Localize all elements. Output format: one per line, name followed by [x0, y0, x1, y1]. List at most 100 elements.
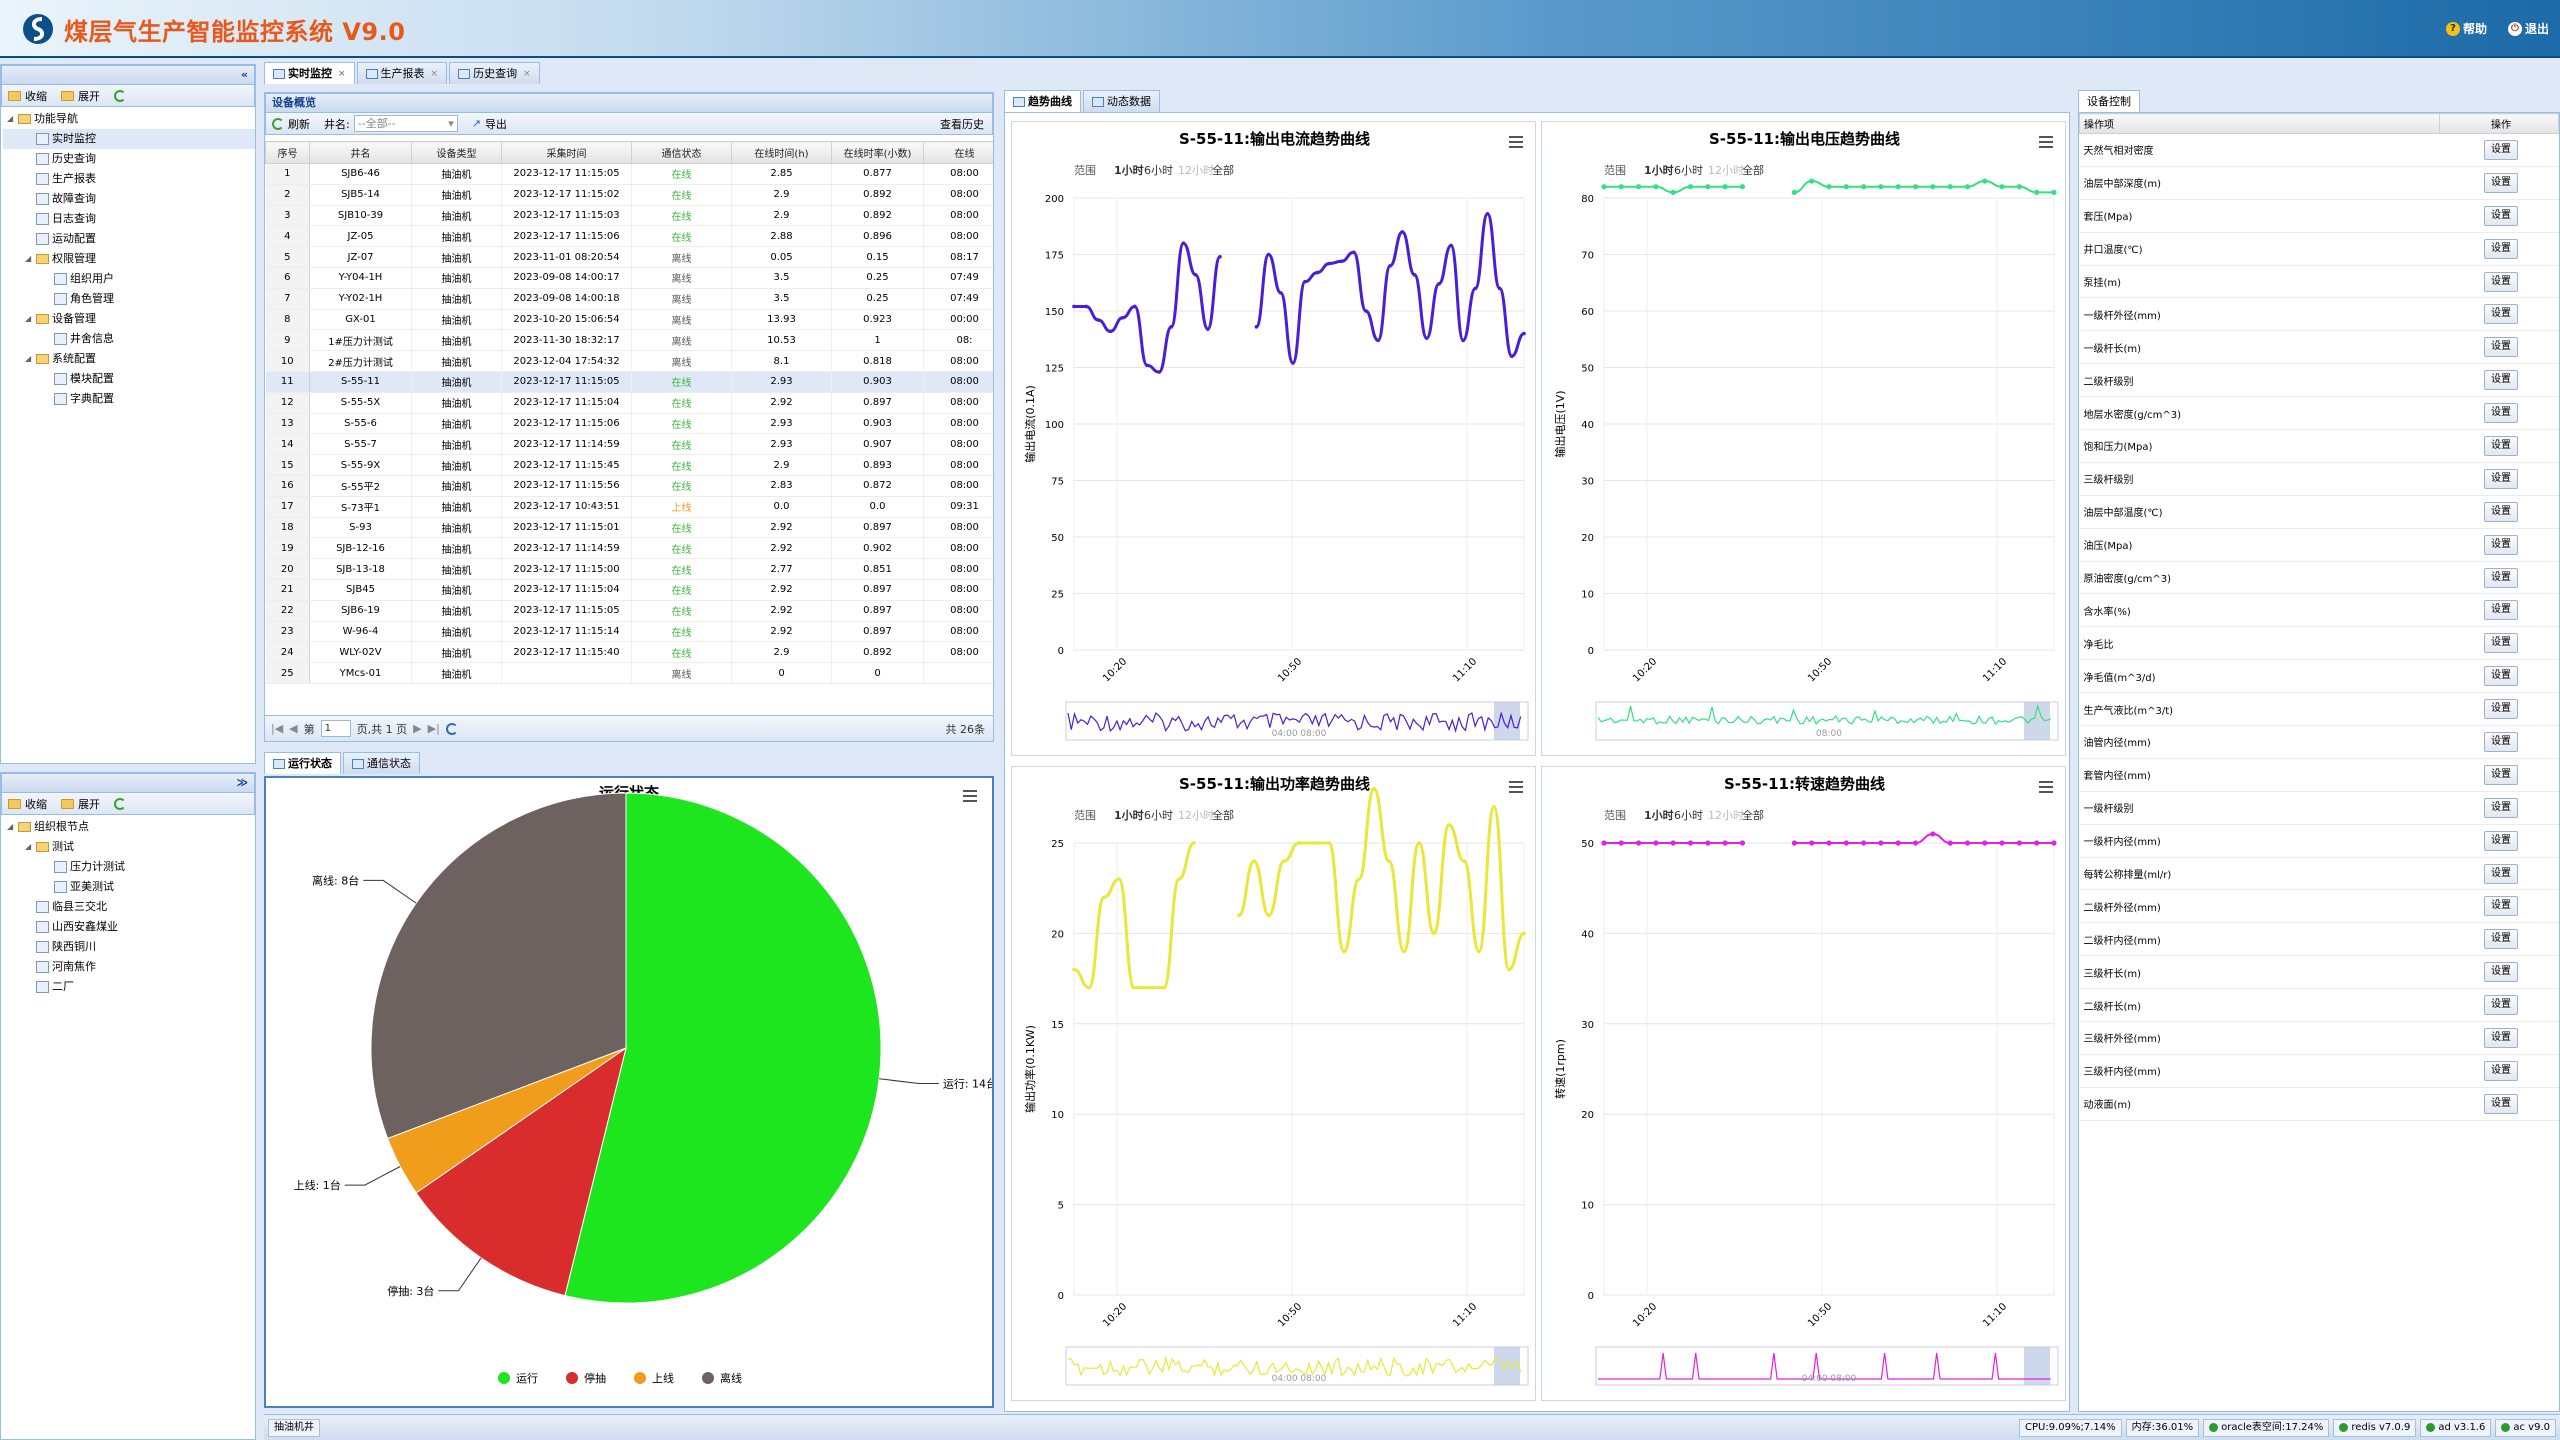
- data-point[interactable]: [1297, 841, 1301, 845]
- legend-label[interactable]: 离线: [720, 1371, 742, 1385]
- table-row[interactable]: 3 SJB10-39 抽油机 2023-12-17 11:15:03 在线 2.9 0.89…: [265, 205, 993, 227]
- data-point[interactable]: [1267, 913, 1271, 918]
- range-option-button[interactable]: 6小时: [1674, 809, 1703, 822]
- data-point[interactable]: [1120, 315, 1125, 320]
- data-point[interactable]: [1791, 189, 1797, 195]
- nav-node[interactable]: 组织用户: [3, 269, 255, 289]
- nav-node[interactable]: ◢ 功能导航: [3, 109, 255, 129]
- data-point[interactable]: [1102, 895, 1106, 900]
- data-point[interactable]: [2034, 189, 2040, 195]
- data-point[interactable]: [1895, 840, 1901, 846]
- expand-toggle-icon[interactable]: ◢: [25, 254, 32, 263]
- data-point[interactable]: [1618, 840, 1624, 846]
- data-point[interactable]: [1705, 840, 1711, 846]
- table-row[interactable]: 23 W-96-4 抽油机 2023-12-17 11:15:14 在线 2.92 0.89…: [265, 621, 993, 643]
- column-header[interactable]: 设备类型: [411, 141, 502, 164]
- data-point[interactable]: [1497, 286, 1502, 291]
- data-point[interactable]: [1449, 243, 1453, 248]
- table-row[interactable]: 6 Y-Y04-1H 抽油机 2023-09-08 14:00:17 离线 3.5 0.25…: [265, 267, 993, 289]
- data-point[interactable]: [1096, 318, 1101, 322]
- data-point[interactable]: [1072, 967, 1076, 972]
- legend-marker[interactable]: [566, 1372, 578, 1384]
- data-point[interactable]: [1687, 184, 1694, 190]
- tab-trend_tabs-0[interactable]: 趋势曲线: [1004, 90, 1081, 112]
- data-point[interactable]: [1636, 840, 1642, 846]
- expand-toggle-icon[interactable]: ◢: [25, 354, 32, 363]
- navigator[interactable]: [1065, 1346, 1529, 1386]
- data-point[interactable]: [1507, 967, 1511, 972]
- data-point[interactable]: [1722, 840, 1728, 846]
- data-point[interactable]: [1809, 840, 1815, 846]
- data-point[interactable]: [1087, 985, 1091, 990]
- data-point[interactable]: [1739, 840, 1746, 846]
- tab-status_tabs-0[interactable]: 运行状态: [264, 752, 341, 774]
- range-option-button[interactable]: 12小时: [1708, 164, 1744, 177]
- data-point[interactable]: [1192, 841, 1196, 845]
- refresh-button[interactable]: 刷新: [272, 116, 310, 132]
- org-node[interactable]: ◢ 测试: [3, 837, 255, 857]
- data-point[interactable]: [1861, 840, 1867, 846]
- tab-status_tabs-1[interactable]: 通信状态: [343, 752, 420, 774]
- data-point[interactable]: [1826, 840, 1832, 846]
- data-point[interactable]: [1437, 282, 1441, 286]
- tree-expand-button[interactable]: 展开: [61, 88, 100, 104]
- column-header[interactable]: 通信状态: [631, 141, 732, 164]
- set-button[interactable]: 设置: [2484, 863, 2518, 884]
- set-button[interactable]: 设置: [2484, 764, 2518, 785]
- data-point[interactable]: [1895, 184, 1901, 190]
- set-button[interactable]: 设置: [2484, 797, 2518, 818]
- column-header[interactable]: 序号: [265, 141, 310, 164]
- set-button[interactable]: 设置: [2484, 205, 2518, 226]
- tree-collapse-button[interactable]: 收缩: [8, 88, 47, 104]
- data-point[interactable]: [1982, 178, 1988, 184]
- range-option-button[interactable]: 12小时: [1708, 809, 1744, 822]
- org-node[interactable]: 临县三交北: [3, 897, 255, 917]
- data-point[interactable]: [1601, 184, 1607, 190]
- data-point[interactable]: [2051, 189, 2057, 195]
- nav-node[interactable]: ◢ 权限管理: [3, 249, 255, 269]
- range-option-button[interactable]: 全部: [1212, 808, 1234, 822]
- nav-node[interactable]: 历史查询: [3, 149, 255, 169]
- navigator-window[interactable]: [1494, 1347, 1520, 1385]
- data-point[interactable]: [1843, 184, 1849, 190]
- data-point[interactable]: [1133, 304, 1137, 309]
- data-point[interactable]: [1999, 840, 2005, 846]
- data-point[interactable]: [1351, 250, 1356, 255]
- data-point[interactable]: [1912, 840, 1919, 846]
- nav-node[interactable]: 生产报表: [3, 169, 255, 189]
- data-point[interactable]: [1145, 363, 1149, 368]
- data-point[interactable]: [1117, 877, 1121, 881]
- column-header[interactable]: 采集时间: [501, 141, 632, 164]
- set-button[interactable]: 设置: [2484, 567, 2518, 588]
- table-row[interactable]: 21 SJB45 抽油机 2023-12-17 11:15:04 在线 2.92 0.897…: [265, 579, 993, 601]
- set-button[interactable]: 设置: [2484, 139, 2518, 160]
- data-point[interactable]: [1169, 325, 1174, 329]
- data-point[interactable]: [1303, 279, 1307, 284]
- range-option-button[interactable]: 12小时: [1178, 809, 1214, 822]
- data-point[interactable]: [1670, 840, 1676, 846]
- collapse-panel-icon[interactable]: ≫: [236, 776, 248, 789]
- set-button[interactable]: 设置: [2484, 1060, 2518, 1081]
- table-row[interactable]: 8 GX-01 抽油机 2023-10-20 15:06:54 离线 13.93 0.923…: [265, 309, 993, 331]
- last-page-icon[interactable]: ▶|: [427, 722, 440, 735]
- data-point[interactable]: [1791, 840, 1797, 846]
- data-point[interactable]: [1278, 291, 1283, 295]
- data-point[interactable]: [1510, 354, 1514, 358]
- pie-slice-离线[interactable]: [370, 792, 627, 1140]
- column-header[interactable]: 在线时率(小数): [831, 141, 924, 164]
- data-point[interactable]: [1485, 212, 1490, 216]
- logout-link[interactable]: ⏻ 退出: [2508, 20, 2549, 37]
- table-row[interactable]: 18 S-93 抽油机 2023-12-17 11:15:01 在线 2.92 0.897 0…: [265, 517, 993, 539]
- data-point[interactable]: [1108, 329, 1113, 334]
- table-row[interactable]: 13 S-55-6 抽油机 2023-12-17 11:15:06 在线 2.93 0.90…: [265, 413, 993, 435]
- set-button[interactable]: 设置: [2484, 534, 2518, 555]
- org-node[interactable]: 二厂: [3, 977, 255, 997]
- table-row[interactable]: 19 SJB-12-16 抽油机 2023-12-17 11:14:59 在线 2.92 0…: [265, 537, 993, 560]
- refresh-icon[interactable]: [114, 89, 126, 102]
- table-row[interactable]: 24 WLY-02V 抽油机 2023-12-17 11:15:40 在线 2.9 0.89…: [265, 641, 993, 664]
- tab-main_tabs-0[interactable]: 实时监控 ×: [264, 62, 355, 84]
- table-row[interactable]: 4 JZ-05 抽油机 2023-12-17 11:15:06 在线 2.88 0.896 0…: [265, 225, 993, 248]
- set-button[interactable]: 设置: [2484, 370, 2518, 391]
- set-button[interactable]: 设置: [2484, 699, 2518, 720]
- set-button[interactable]: 设置: [2484, 600, 2518, 621]
